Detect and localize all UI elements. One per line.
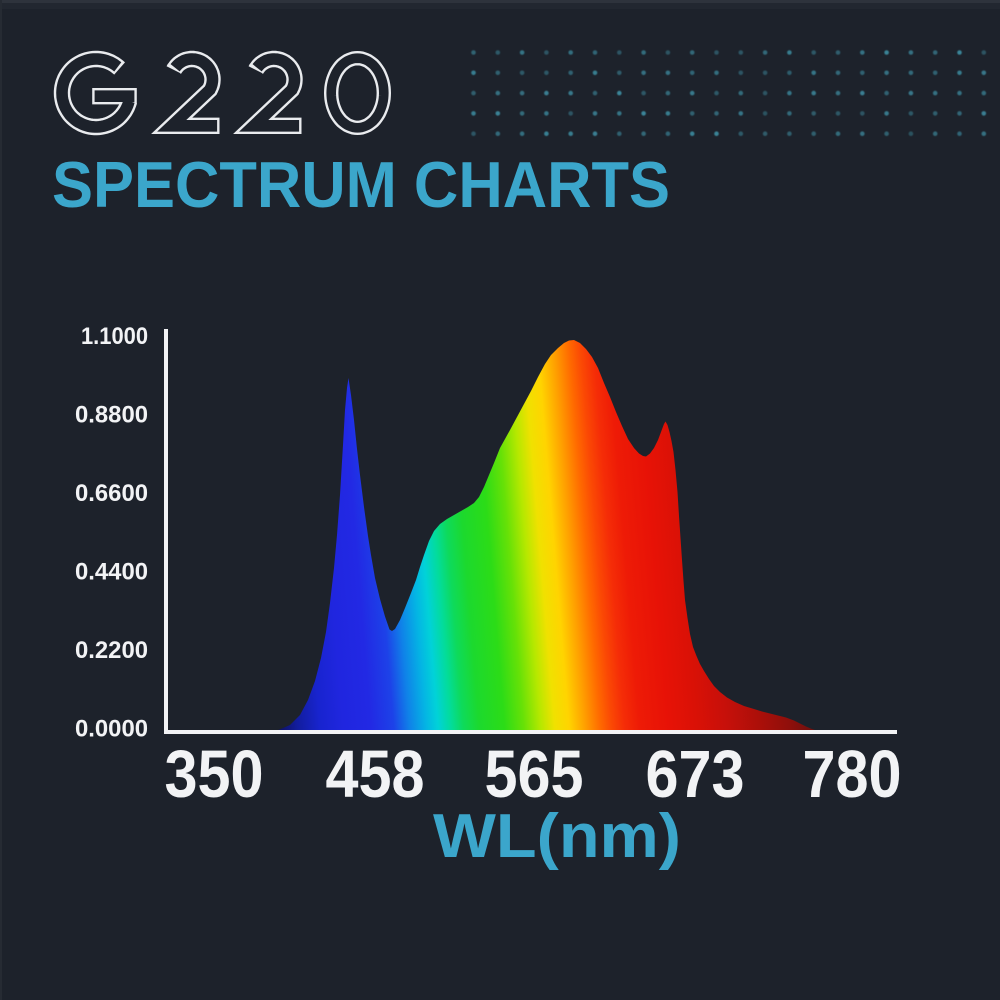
svg-text:673: 673 xyxy=(646,737,745,812)
svg-text:WL(nm): WL(nm) xyxy=(433,802,681,871)
svg-text:0.8800: 0.8800 xyxy=(75,401,148,428)
svg-text:0.0000: 0.0000 xyxy=(75,715,148,742)
svg-text:0.2200: 0.2200 xyxy=(75,637,148,664)
svg-text:780: 780 xyxy=(803,737,902,812)
svg-text:0.6600: 0.6600 xyxy=(75,480,148,507)
svg-text:SPECTRUM CHARTS: SPECTRUM CHARTS xyxy=(52,148,670,221)
svg-text:350: 350 xyxy=(165,737,264,812)
svg-text:565: 565 xyxy=(485,737,584,812)
svg-text:1.1000: 1.1000 xyxy=(81,323,148,350)
svg-text:0.4400: 0.4400 xyxy=(75,558,148,585)
svg-text:458: 458 xyxy=(326,737,425,812)
